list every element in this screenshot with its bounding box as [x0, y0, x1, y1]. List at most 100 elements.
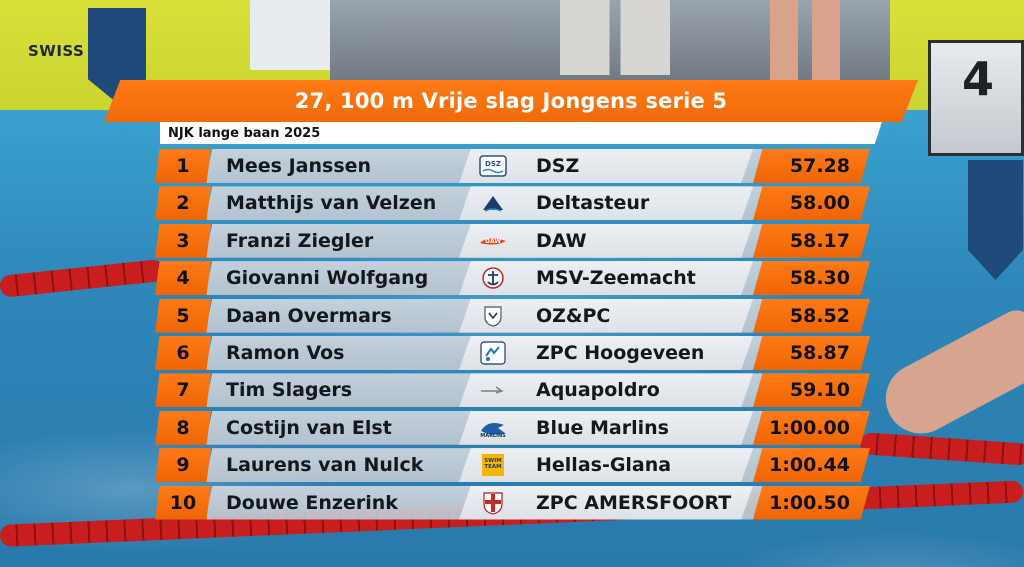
rank-badge: 7: [155, 373, 211, 408]
time-badge: 1:00.00: [753, 410, 870, 445]
finish-time: 1:00.00: [769, 416, 850, 439]
result-row: 5 Daan Overmars OZ&PC 58.52: [155, 298, 875, 333]
deltasteur-logo-icon: [478, 191, 508, 215]
finish-time: 58.17: [789, 229, 850, 252]
rank-badge: 3: [155, 223, 211, 258]
rank-number: 4: [176, 267, 190, 290]
time-badge: 58.52: [753, 298, 870, 333]
hellas-glana-logo-icon: SWIM TEAM: [478, 453, 508, 477]
result-row: 9 Laurens van Nulck SWIM TEAM Hellas-Glana 1:…: [155, 448, 875, 483]
swimmer-name: Costijn van Elst: [226, 416, 392, 439]
club-name: MSV-Zeemacht: [536, 267, 696, 290]
msv-zeemacht-logo-icon: [478, 266, 508, 290]
results-list: 1 Mees Janssen DSZ DSZ 57.28 2 Matthijs van Ve…: [155, 149, 875, 523]
swimmer-name: Laurens van Nulck: [226, 454, 424, 477]
swimmer-name: Giovanni Wolfgang: [226, 267, 429, 290]
time-badge: 1:00.44: [753, 448, 870, 483]
time-badge: 58.30: [753, 261, 870, 296]
rank-badge: 5: [155, 298, 211, 333]
result-row: 2 Matthijs van Velzen Deltasteur 58.00: [155, 186, 875, 221]
result-row: 6 Ramon Vos ZPC Hoogeveen 58.87: [155, 335, 875, 370]
club-panel: [459, 335, 753, 370]
rank-number: 5: [176, 304, 190, 327]
club-name: DAW: [536, 229, 587, 252]
finish-time: 58.52: [789, 304, 850, 327]
time-badge: 58.17: [753, 223, 870, 258]
result-row: 7 Tim Slagers Aquapoldro 59.10: [155, 373, 875, 408]
result-row: 3 Franzi Ziegler DAW DAW 58.17: [155, 223, 875, 258]
rank-badge: 9: [155, 448, 211, 483]
club-panel: [459, 373, 753, 408]
finish-time: 58.87: [789, 341, 850, 364]
swimmer-name: Tim Slagers: [226, 379, 353, 402]
rank-number: 9: [176, 454, 190, 477]
svg-text:MARLINS: MARLINS: [480, 433, 506, 439]
rank-number: 2: [176, 192, 190, 215]
club-name: Hellas-Glana: [536, 454, 672, 477]
sponsor-logo: SWISS: [28, 42, 85, 60]
club-panel: [459, 186, 753, 221]
time-badge: 57.28: [753, 149, 870, 183]
finish-time: 58.30: [789, 267, 850, 290]
result-row: 4 Giovanni Wolfgang MSV-Zeemacht 58.30: [155, 261, 875, 296]
rank-badge: 4: [155, 261, 211, 296]
swimmer-name: Mees Janssen: [226, 155, 372, 177]
starting-block: [928, 40, 1024, 156]
event-subtitle-bar: NJK lange baan 2025: [160, 122, 882, 144]
club-name: ZPC AMERSFOORT: [536, 491, 732, 514]
rank-badge: 6: [155, 335, 211, 370]
ozpc-logo-icon: [478, 304, 508, 328]
result-row: 8 Costijn van Elst MARLINS Blue Marlins 1:00…: [155, 410, 875, 445]
club-panel: [459, 261, 753, 296]
finish-time: 57.28: [789, 155, 850, 177]
club-name: Deltasteur: [536, 192, 650, 215]
rank-badge: 1: [155, 149, 211, 183]
event-subtitle: NJK lange baan 2025: [168, 125, 321, 141]
finish-time: 1:00.44: [769, 454, 850, 477]
time-badge: 58.87: [753, 335, 870, 370]
result-row: 1 Mees Janssen DSZ DSZ 57.28: [155, 149, 875, 183]
club-panel: [459, 149, 753, 183]
rank-number: 1: [176, 155, 190, 177]
swimmer-name: Ramon Vos: [226, 341, 345, 364]
swimmer-name: Daan Overmars: [226, 304, 392, 327]
result-row: 10 Douwe Enzerink ZPC AMERSFOORT 1:00.50: [155, 485, 875, 520]
swimmer-name: Matthijs van Velzen: [226, 192, 437, 215]
blue-marlins-logo-icon: MARLINS: [478, 416, 508, 440]
club-panel: [459, 298, 753, 333]
club-banner-right: [968, 160, 1023, 280]
official-legs: [560, 0, 670, 75]
aquapoldro-logo-icon: [478, 378, 508, 402]
rank-number: 7: [176, 379, 190, 402]
finish-time: 58.00: [789, 192, 850, 215]
rank-number: 3: [176, 229, 190, 252]
daw-logo-icon: DAW: [478, 229, 508, 253]
club-name: OZ&PC: [536, 304, 611, 327]
finish-time: 59.10: [789, 379, 850, 402]
event-title: 27, 100 m Vrije slag Jongens serie 5: [294, 89, 728, 113]
event-title-bar: 27, 100 m Vrije slag Jongens serie 5: [104, 80, 918, 122]
svg-text:SWIM: SWIM: [484, 458, 502, 464]
club-name: DSZ: [536, 155, 580, 177]
lane-number: 4: [962, 52, 995, 106]
club-name: ZPC Hoogeveen: [536, 341, 705, 364]
rank-badge: 8: [155, 410, 211, 445]
club-name: Aquapoldro: [536, 379, 660, 402]
time-badge: 58.00: [753, 186, 870, 221]
club-panel: [459, 485, 753, 520]
rank-number: 6: [176, 341, 190, 364]
time-badge: 1:00.50: [753, 485, 870, 520]
swimmer-name: Franzi Ziegler: [226, 229, 374, 252]
swimmer-name: Douwe Enzerink: [226, 491, 398, 514]
svg-text:DSZ: DSZ: [485, 160, 501, 168]
swimmer-legs: [770, 0, 840, 80]
dsz-logo-icon: DSZ: [478, 154, 508, 178]
time-badge: 59.10: [753, 373, 870, 408]
club-name: Blue Marlins: [536, 416, 669, 439]
finish-time: 1:00.50: [769, 491, 850, 514]
zpc-hoogeveen-logo-icon: [478, 341, 508, 365]
club-panel: [459, 410, 753, 445]
svg-text:DAW: DAW: [485, 238, 501, 245]
svg-text:TEAM: TEAM: [484, 464, 501, 470]
rank-number: 8: [176, 416, 190, 439]
